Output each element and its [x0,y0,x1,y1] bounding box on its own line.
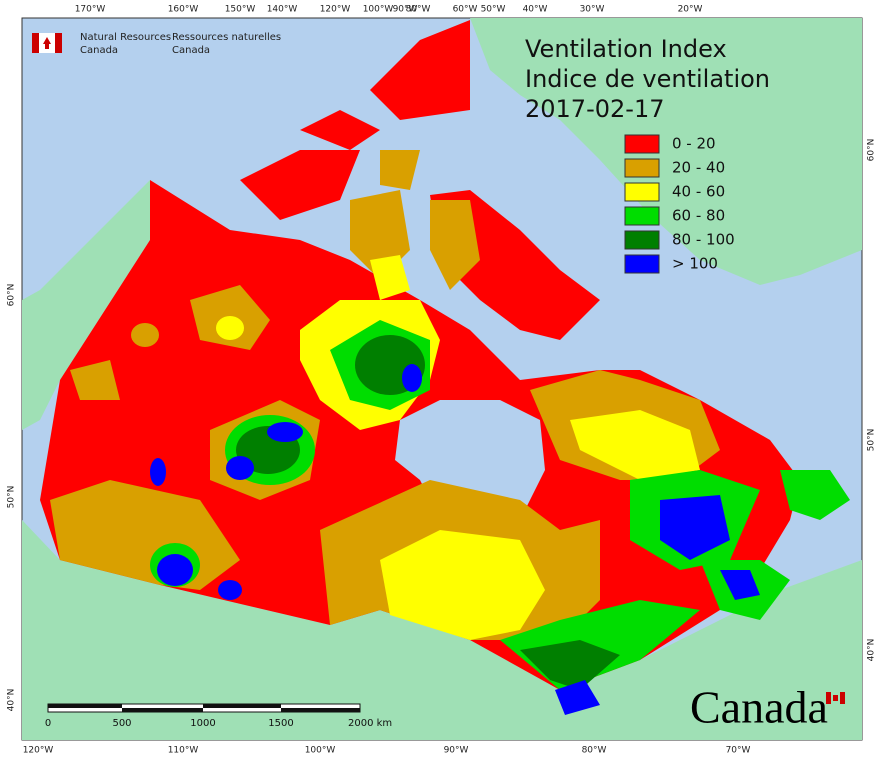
zone-40-60 [380,530,545,640]
legend-label: > 100 [672,255,718,273]
longitude-label: 110°W [168,746,199,756]
header-fr: Ressources naturelles [172,32,281,43]
longitude-label: 120°W [320,5,351,15]
legend-label: 80 - 100 [672,231,735,249]
longitude-label: 160°W [168,5,199,15]
scale-label: 500 [112,718,131,729]
title: Ventilation Index [525,35,727,63]
zone-gt-100 [226,456,254,480]
legend-swatch [624,230,660,250]
zone-gt-100 [660,495,730,560]
zone-gt-100 [402,364,422,392]
graticule-labels: 170°W 160°W 150°W 140°W 120°W 100°W 90°W80°W 60… [7,5,877,756]
wordmark: Canada [690,682,828,733]
title-date: 2017-02-17 [525,95,664,123]
scale-label: 1500 [268,718,293,729]
canada-wordmark: Canada [690,682,845,733]
zone-20-40 [70,360,120,400]
nrcan-signature: Natural Resources Canada Ressources natu… [32,32,281,56]
latitude-label: 40°N [867,639,877,662]
longitude-label: 20°W [678,5,703,15]
longitude-label: 80°W [582,746,607,756]
legend-label: 0 - 20 [672,135,716,153]
island [370,255,410,300]
zone-gt-100 [150,458,166,486]
latitude-label: 40°N [7,689,17,712]
zone-20-40 [131,323,159,347]
flag-bar [32,33,39,53]
legend-label: 20 - 40 [672,159,725,177]
zone-gt-100 [267,422,303,442]
longitude-label: 50°W [481,5,506,15]
zone-gt-100 [218,580,242,600]
legend-label: 40 - 60 [672,183,725,201]
zone-80-100 [520,640,620,690]
legend-swatch [624,254,660,274]
zone-gt-100 [157,554,193,586]
legend-swatch [624,158,660,178]
zone-gt-100 [720,570,760,600]
legend: 0 - 20 20 - 40 40 - 60 60 - 80 80 - 100 > 100 [624,134,735,274]
scale-seg [203,704,281,708]
longitude-label: 90°W [444,746,469,756]
title: Indice de ventilation [525,65,770,93]
longitude-label: 70°W [726,746,751,756]
longitude-label: 60°W [453,5,478,15]
maple-leaf [833,695,838,701]
longitude-label: 30°W [580,5,605,15]
longitude-label: 170°W [75,5,106,15]
island [380,150,420,190]
longitude-label: 80°W [406,5,431,15]
longitude-label: 90°W [393,5,418,15]
flag-bar [840,692,845,704]
island [300,110,380,150]
header-en: Natural Resources [80,32,171,43]
longitude-label: 120°W [23,746,54,756]
scale-seg [281,708,360,712]
scale-label: 2000 km [348,718,392,729]
longitude-label: 100°W [363,5,394,15]
longitude-label: 40°W [523,5,548,15]
latitude-label: 50°N [7,486,17,509]
scale-seg [122,708,203,712]
map-frame [21,17,863,741]
usa [22,520,862,740]
header-fr: Canada [172,45,210,56]
maple-leaf [43,37,51,49]
zone-gt-100 [555,680,600,715]
greenland [470,18,862,285]
scale-seg [48,704,122,708]
legend-label: 60 - 80 [672,207,725,225]
alaska [22,180,150,430]
island [240,150,360,220]
latitude-label: 60°N [7,284,17,307]
zone-40-60 [570,410,700,480]
longitude-label: 100°W [305,746,336,756]
zone-40-60 [216,316,244,340]
scale-label: 0 [45,718,51,729]
header-en: Canada [80,45,118,56]
latitude-label: 50°N [867,429,877,452]
flag-bar [826,692,831,704]
newfoundland [780,470,850,520]
longitude-label: 150°W [225,5,256,15]
baffin-zone [430,200,480,290]
flag-bar [55,33,62,53]
legend-swatch [624,206,660,226]
longitude-label: 140°W [267,5,298,15]
scale-bar: 0 500 1000 1500 2000 km [45,703,392,729]
latitude-label: 60°N [867,139,877,162]
ellesmere [370,20,470,120]
legend-swatch [624,182,660,202]
legend-swatch [624,134,660,154]
scale-label: 1000 [190,718,215,729]
